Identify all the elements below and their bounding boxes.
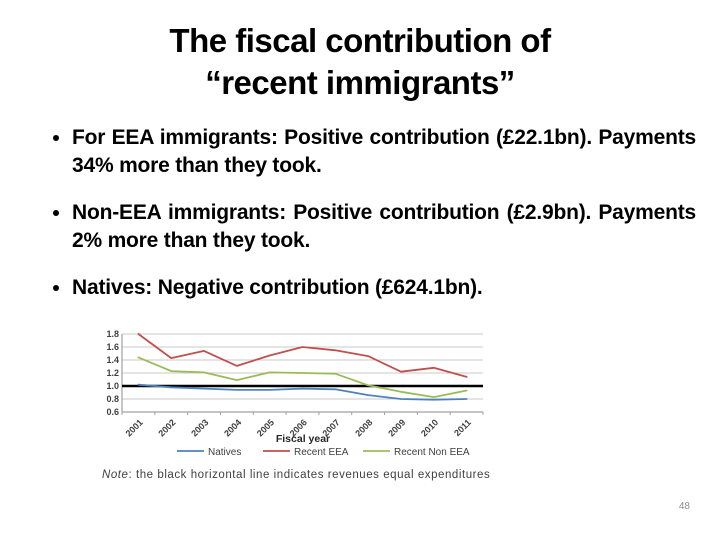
x-tick-label: 2010 — [419, 417, 440, 438]
y-tick-label: 1.6 — [106, 342, 119, 352]
y-tick-label: 0.6 — [106, 407, 119, 417]
line-chart-canvas: 1.8 1.6 1.4 1.2 1.0 0.8 0.6 2001 2002 2003 2004 200… — [106, 329, 484, 458]
x-tick-label: 2011 — [452, 417, 473, 438]
y-tick-label: 1.2 — [106, 368, 119, 378]
x-tick-label: 2002 — [156, 417, 177, 438]
series-line-natives — [137, 383, 468, 401]
x-axis-title: Fiscal year — [276, 433, 330, 445]
x-tick-label: 2003 — [189, 417, 210, 438]
chart-note-text: : the black horizontal line indicates re… — [128, 469, 491, 481]
fiscal-contribution-chart: 1.8 1.6 1.4 1.2 1.0 0.8 0.6 2001 2002 2003 2004 200… — [100, 318, 498, 496]
page-number: 48 — [678, 501, 690, 512]
chart-note: Note: the black horizontal line indicate… — [102, 469, 490, 481]
slide-title: The fiscal contribution of “recent immig… — [40, 20, 680, 104]
series-line-recent-eea — [137, 333, 468, 378]
legend-label-recent-eea: Recent EEA — [294, 447, 349, 458]
bullet-list: For EEA immigrants: Positive contributio… — [48, 124, 696, 322]
legend-label-recent-non-eea: Recent Non EEA — [394, 447, 470, 458]
legend-label-natives: Natives — [208, 447, 241, 458]
x-tick-label: 2008 — [353, 417, 374, 438]
slide-title-line1: The fiscal contribution of — [169, 22, 551, 59]
y-tick-label: 0.8 — [106, 394, 119, 404]
x-tick-label: 2001 — [124, 417, 145, 438]
series-line-recent-non-eea — [137, 356, 468, 398]
y-tick-label: 1.4 — [106, 355, 119, 365]
y-tick-label: 1.0 — [106, 381, 119, 391]
bullet-item-eea: For EEA immigrants: Positive contributio… — [72, 124, 696, 179]
bullet-item-non-eea: Non-EEA immigrants: Positive contributio… — [72, 199, 696, 254]
bullet-item-natives: Natives: Negative contribution (£624.1bn… — [72, 274, 696, 302]
y-tick-label: 1.8 — [106, 329, 119, 339]
x-tick-label: 2005 — [255, 417, 276, 438]
x-tick-label: 2004 — [222, 417, 243, 438]
chart-note-prefix: Note — [102, 469, 129, 481]
x-tick-label: 2009 — [386, 417, 407, 438]
slide-title-line2: “recent immigrants” — [205, 64, 515, 101]
